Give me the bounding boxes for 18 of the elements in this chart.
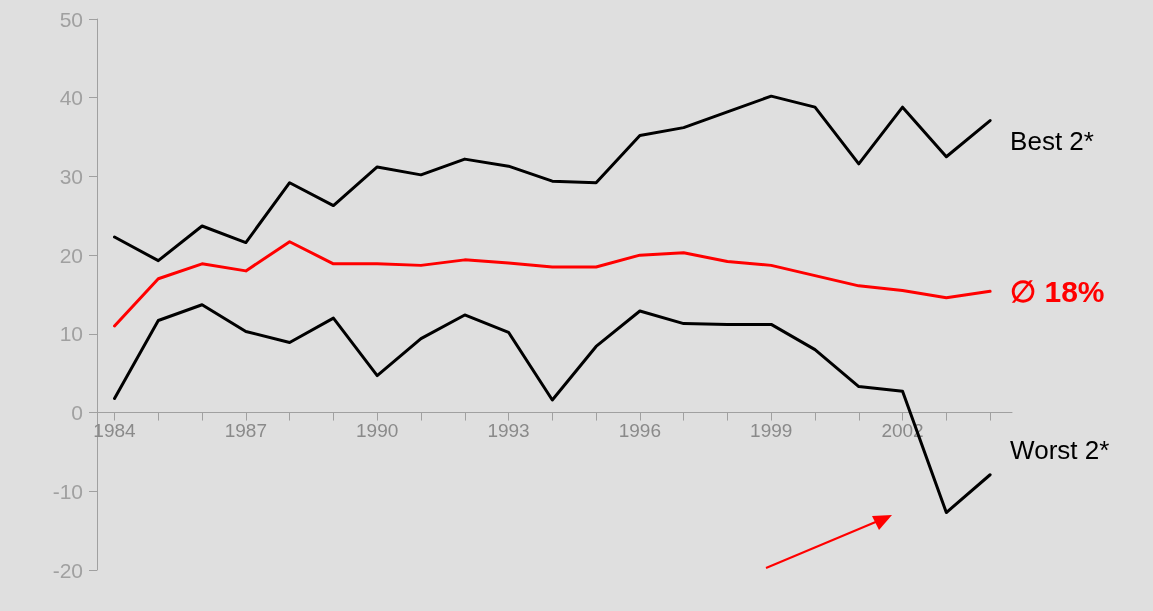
x-tick-label: 1996 xyxy=(618,419,662,441)
x-tick-label: 1999 xyxy=(750,419,793,441)
y-tick-label: 10 xyxy=(59,322,83,346)
y-tick-label: 30 xyxy=(59,164,83,188)
line-series xyxy=(113,240,992,328)
y-tick-label: 50 xyxy=(59,7,83,31)
y-tick-label: 0 xyxy=(71,401,83,425)
y-tick-label: -20 xyxy=(52,558,83,582)
y-tick-label: 40 xyxy=(59,86,83,110)
x-tick-label: 1987 xyxy=(224,419,267,441)
y-tick-label: -10 xyxy=(52,479,83,503)
series-label: Worst 2* xyxy=(1010,434,1110,465)
x-tick-label: 1990 xyxy=(356,419,399,441)
y-tick-label: 20 xyxy=(59,243,83,267)
line-series xyxy=(113,94,992,263)
series-label: ∅ 18% xyxy=(1010,274,1105,308)
series-label: Best 2* xyxy=(1010,125,1094,156)
x-tick-label: 1993 xyxy=(487,419,530,441)
